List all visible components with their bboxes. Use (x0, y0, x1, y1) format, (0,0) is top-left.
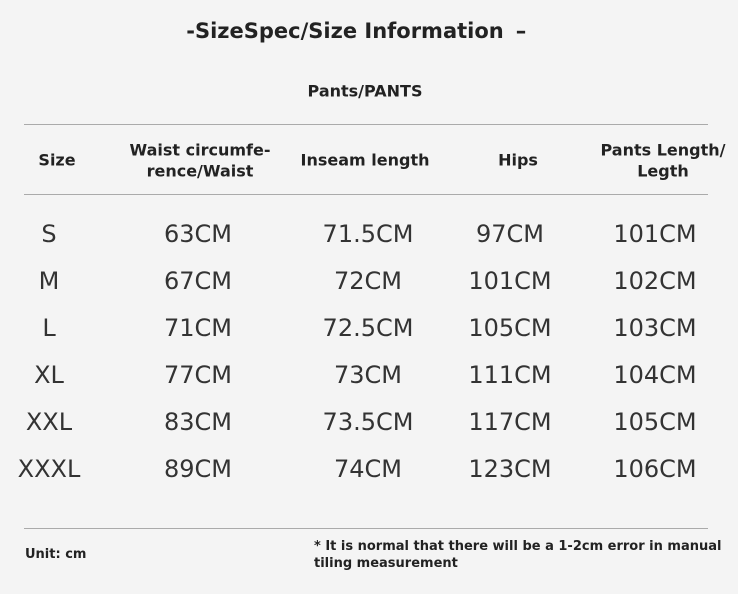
subtitle: Pants/PANTS (307, 81, 423, 101)
table-cell: 101CM (613, 220, 697, 248)
error-note: * It is normal that there will be a 1-2c… (314, 539, 722, 571)
table-cell: 103CM (613, 314, 697, 342)
table-cell: 111CM (468, 361, 552, 389)
table-cell: 97CM (475, 220, 545, 248)
table-cell: 104CM (613, 361, 697, 389)
column-header: Inseam length (300, 150, 430, 170)
table-cell: 123CM (468, 455, 552, 483)
table-cell: 105CM (613, 408, 697, 436)
unit-note: Unit: cm (25, 547, 87, 562)
column-header: rence/Waist (146, 161, 254, 180)
table-cell: 105CM (468, 314, 552, 342)
table-cell: 117CM (468, 408, 552, 436)
table-cell: 102CM (613, 267, 697, 295)
table-cell: 72CM (333, 267, 403, 295)
rule (24, 194, 708, 195)
table-cell: 73CM (333, 361, 403, 389)
column-header: Size (38, 150, 76, 170)
column-header: Legth (637, 161, 689, 180)
table-cell: 106CM (613, 455, 697, 483)
table-cell: XXXL (17, 455, 81, 483)
rule (24, 124, 708, 125)
table-cell: 63CM (163, 220, 233, 248)
table-cell: XL (34, 361, 64, 389)
table-cell: XXL (25, 408, 73, 436)
table-cell: 74CM (333, 455, 403, 483)
table-cell: 101CM (468, 267, 552, 295)
title-dash: – (515, 19, 527, 43)
column-header: Waist circumfe- (129, 140, 271, 159)
table-cell: 83CM (163, 408, 233, 436)
table-cell: 73.5CM (322, 408, 414, 436)
column-header: Pants Length/ (600, 140, 726, 159)
column-header: Hips (498, 150, 538, 170)
rule (24, 528, 708, 529)
table-cell: L (42, 314, 56, 342)
table-cell: 71CM (163, 314, 233, 342)
table-cell: S (41, 220, 57, 248)
table-cell: 72.5CM (322, 314, 414, 342)
table-cell: M (38, 267, 60, 295)
table-cell: 77CM (163, 361, 233, 389)
table-cell: 67CM (163, 267, 233, 295)
table-cell: 71.5CM (322, 220, 414, 248)
title: -SizeSpec/Size Information (186, 19, 504, 43)
table-cell: 89CM (163, 455, 233, 483)
